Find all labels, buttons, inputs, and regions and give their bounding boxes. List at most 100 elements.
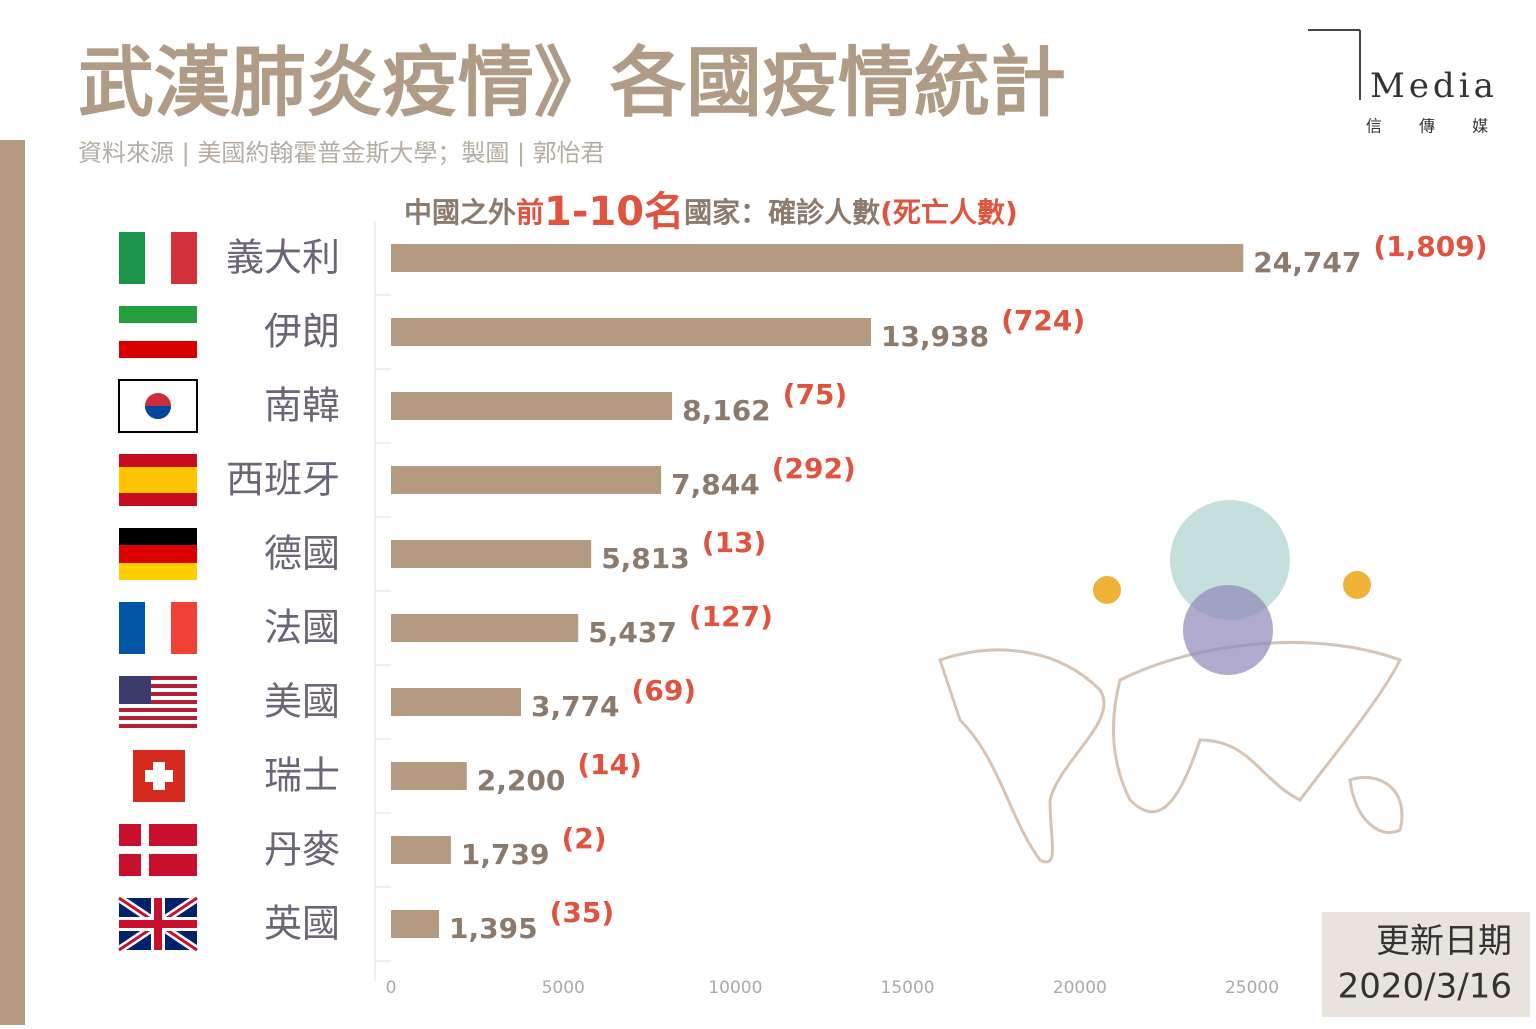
flag-part bbox=[145, 770, 173, 782]
bar bbox=[391, 910, 440, 938]
flag-part bbox=[119, 708, 197, 712]
flag-part bbox=[119, 454, 197, 467]
flag bbox=[119, 232, 197, 284]
flag-part bbox=[119, 716, 197, 720]
x-tick-label: 15000 bbox=[881, 978, 935, 998]
flag bbox=[116, 894, 200, 954]
value-label: 1,739 bbox=[461, 838, 550, 871]
sun bbox=[1343, 571, 1371, 599]
death-label: (35) bbox=[550, 896, 615, 929]
flag-part bbox=[119, 700, 197, 704]
category-label: 丹麥 bbox=[264, 828, 340, 872]
category-label: 英國 bbox=[264, 902, 340, 946]
flag-part bbox=[119, 676, 197, 680]
map-shape bbox=[1348, 775, 1404, 834]
flag-part bbox=[145, 602, 171, 654]
category-label: 義大利 bbox=[226, 236, 340, 280]
flag-part bbox=[119, 684, 197, 688]
flag-part bbox=[119, 493, 197, 506]
update-label: 更新日期 bbox=[1376, 922, 1512, 962]
flag-part bbox=[118, 379, 198, 433]
bar bbox=[391, 688, 521, 716]
chart-header: 中國之外前1-10名國家：確診人數(死亡人數) bbox=[404, 189, 1018, 235]
header-part: 國家：確診人數 bbox=[684, 196, 880, 229]
value-label: 5,813 bbox=[601, 542, 690, 575]
bar bbox=[391, 244, 1244, 272]
death-label: (14) bbox=[577, 748, 642, 781]
flag bbox=[119, 306, 197, 358]
flag bbox=[119, 454, 197, 506]
x-tick-label: 10000 bbox=[708, 978, 762, 998]
value-label: 24,747 bbox=[1253, 246, 1361, 279]
decoration bbox=[938, 500, 1404, 864]
flag-part bbox=[119, 545, 197, 563]
flag-part bbox=[119, 602, 145, 654]
category-label: 西班牙 bbox=[226, 458, 340, 502]
logo-subtitle: 信 傳 媒 bbox=[1366, 117, 1504, 136]
bar bbox=[391, 392, 673, 420]
value-label: 5,437 bbox=[588, 616, 677, 649]
flag-part bbox=[119, 306, 197, 323]
map-shape bbox=[938, 648, 1106, 864]
header-part: 中國之外 bbox=[404, 196, 516, 229]
value-label: 1,395 bbox=[449, 912, 538, 945]
category-label: 瑞士 bbox=[264, 754, 340, 798]
header-part: 1-10名 bbox=[544, 189, 684, 235]
flag-part bbox=[119, 341, 197, 358]
value-label: 8,162 bbox=[682, 394, 771, 427]
category-label: 德國 bbox=[264, 532, 340, 576]
bar bbox=[391, 540, 592, 568]
death-label: (69) bbox=[632, 674, 697, 707]
flag-part bbox=[171, 232, 197, 284]
flag-part bbox=[119, 232, 145, 284]
mascot bbox=[1183, 585, 1273, 675]
flag-part bbox=[171, 602, 197, 654]
update-date: 2020/3/16 bbox=[1338, 967, 1512, 1007]
flag-part bbox=[145, 232, 171, 284]
chart-title: 武漢肺炎疫情》各國疫情統計 bbox=[78, 38, 1066, 127]
death-label: (13) bbox=[702, 526, 767, 559]
flag bbox=[119, 824, 197, 876]
flag bbox=[118, 379, 198, 433]
flag bbox=[133, 750, 185, 802]
flag bbox=[119, 528, 197, 580]
death-label: (2) bbox=[561, 822, 606, 855]
bar bbox=[391, 762, 467, 790]
category-label: 美國 bbox=[264, 680, 340, 724]
x-tick-label: 25000 bbox=[1225, 978, 1279, 998]
flag-part bbox=[119, 846, 197, 854]
sun bbox=[1093, 576, 1121, 604]
flag-part bbox=[119, 676, 151, 704]
flag bbox=[119, 602, 197, 654]
logo: Media 信 傳 媒 bbox=[1308, 29, 1504, 136]
death-label: (75) bbox=[783, 378, 848, 411]
header-part: 前 bbox=[516, 196, 544, 229]
flag-part bbox=[119, 528, 197, 545]
category-label: 南韓 bbox=[264, 384, 340, 428]
flag-part bbox=[119, 563, 197, 580]
flag-part bbox=[119, 467, 197, 493]
logo-name: Media bbox=[1370, 66, 1498, 106]
x-tick-label: 5000 bbox=[542, 978, 585, 998]
flag-part bbox=[119, 323, 197, 341]
bar bbox=[391, 614, 579, 642]
bar bbox=[391, 318, 872, 346]
x-tick-label: 0 bbox=[386, 978, 397, 998]
category-label: 法國 bbox=[264, 606, 340, 650]
header-part: (死亡人數) bbox=[880, 196, 1018, 229]
death-label: (127) bbox=[689, 600, 773, 633]
mascot bbox=[1170, 500, 1290, 620]
flag-part bbox=[145, 406, 171, 419]
value-label: 7,844 bbox=[671, 468, 760, 501]
value-label: 13,938 bbox=[881, 320, 989, 353]
source: 資料來源 | 美國約翰霍普金斯大學；製圖 | 郭怡君 bbox=[78, 139, 605, 167]
death-label: (292) bbox=[772, 452, 856, 485]
x-tick-label: 20000 bbox=[1053, 978, 1107, 998]
flag bbox=[119, 676, 197, 728]
flag-part bbox=[119, 692, 197, 696]
flag-part bbox=[119, 920, 197, 928]
value-label: 2,200 bbox=[477, 764, 566, 797]
flag-part bbox=[119, 724, 197, 728]
category-label: 伊朗 bbox=[264, 310, 340, 354]
